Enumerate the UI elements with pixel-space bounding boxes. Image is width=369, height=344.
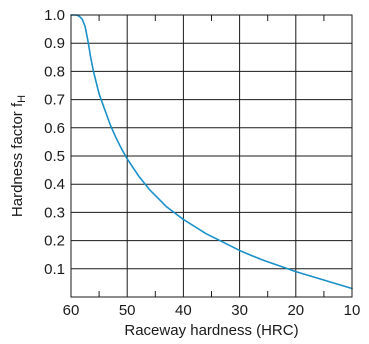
y-tick-label: 1.0 — [44, 7, 65, 24]
y-tick-label: 0.8 — [44, 63, 65, 80]
y-tick-label: 0.6 — [44, 120, 65, 137]
y-axis-title: Hardness factor fH — [9, 95, 28, 217]
x-tick-label: 10 — [344, 302, 361, 319]
y-tick-label: 0.5 — [44, 148, 65, 165]
y-tick-label: 0.3 — [44, 204, 65, 221]
y-tick-label: 0.7 — [44, 92, 65, 109]
y-tick-labels: 0.1 0.2 0.3 0.4 0.5 0.6 0.7 0.8 0.9 1.0 — [44, 7, 65, 278]
y-axis-title-main: Hardness factor f — [9, 102, 26, 217]
x-tick-label: 40 — [175, 302, 192, 319]
x-tick-labels: 60 50 40 30 20 10 — [63, 302, 361, 319]
grid-lines — [71, 15, 352, 297]
y-axis-title-subscript: H — [16, 95, 28, 103]
y-tick-label: 0.9 — [44, 35, 65, 52]
y-tick-label: 0.2 — [44, 233, 65, 250]
x-tick-label: 60 — [63, 302, 80, 319]
y-tick-label: 0.4 — [44, 176, 65, 193]
x-tick-label: 30 — [231, 302, 248, 319]
hardness-factor-curve — [71, 15, 352, 289]
x-axis-title: Raceway hardness (HRC) — [124, 322, 298, 339]
x-tick-label: 50 — [119, 302, 136, 319]
y-tick-label: 0.1 — [44, 261, 65, 278]
x-tick-label: 20 — [287, 302, 304, 319]
